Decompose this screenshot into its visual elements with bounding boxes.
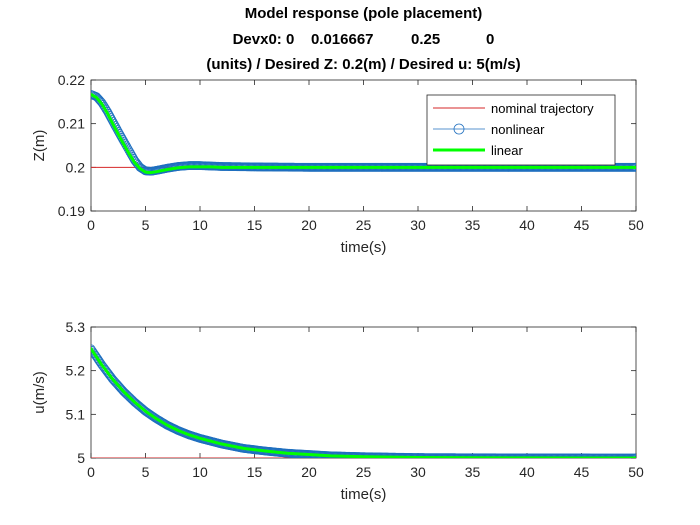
legend-entry-label: nominal trajectory	[491, 101, 594, 116]
legend-entry-label: nonlinear	[491, 122, 545, 137]
plot2-nonlinear-marker	[91, 344, 96, 354]
plot1-x-tick-label: 15	[247, 217, 263, 233]
plot1-series-linear	[91, 92, 636, 175]
plot1-nonlinear-marker	[96, 97, 106, 106]
plot2-x-tick-label: 45	[574, 464, 590, 480]
plot1-x-tick-label: 0	[87, 217, 95, 233]
plot2-linear-line	[91, 347, 636, 458]
legend-swatch-marker	[453, 123, 465, 135]
plot2-nonlinear-marker	[91, 350, 100, 360]
plot2-y-tick-label: 5.3	[66, 319, 86, 335]
plot2-x-tick-label: 10	[192, 464, 208, 480]
figure-title-line-1: Model response (pole placement)	[244, 5, 483, 22]
plot2-nonlinear-marker	[96, 358, 106, 368]
plot2-x-tick-label: 30	[410, 464, 426, 480]
plot2-x-tick-label: 35	[465, 464, 481, 480]
plot1-y-axis-label: Z(m)	[31, 130, 48, 162]
plot2-y-tick-label: 5	[77, 450, 85, 466]
plot2-x-tick-label: 50	[628, 464, 644, 480]
plot2-x-tick-label: 40	[519, 464, 535, 480]
plot2-x-tick-label: 0	[87, 464, 95, 480]
plot2-y-tick-label: 5.2	[66, 363, 86, 379]
plot2-nonlinear-marker	[94, 355, 104, 365]
plot2-nonlinear-marker	[95, 357, 105, 367]
plot1-x-tick-label: 20	[301, 217, 317, 233]
plot1-x-tick-label: 40	[519, 217, 535, 233]
plot1-y-tick-label: 0.19	[58, 203, 85, 219]
plot1-y-tick-label: 0.21	[58, 116, 85, 132]
figure-title-line-2: Devx0: 0 0.016667 0.25 0	[232, 31, 495, 48]
plot2-nonlinear-marker	[93, 354, 102, 363]
plot2-x-tick-label: 20	[301, 464, 317, 480]
plot2-nonlinear-marker	[92, 352, 101, 362]
plot2-nonlinear-marker	[91, 346, 97, 355]
plot1-x-tick-label: 25	[356, 217, 372, 233]
plot2-series-linear	[91, 347, 636, 458]
plot2-y-tick-label: 5.1	[66, 406, 86, 422]
legend-entry-label: linear	[491, 143, 523, 158]
plot2-x-axis-label: time(s)	[341, 486, 387, 503]
legend-box	[426, 94, 616, 166]
plot2-axes-box	[90, 326, 637, 459]
plot1-y-tick-label: 0.2	[66, 159, 86, 175]
plot1-x-tick-label: 50	[628, 217, 644, 233]
plot1-linear-line	[91, 92, 636, 175]
plot2-nonlinear-marker	[91, 349, 99, 359]
plot1-y-tick-label: 0.22	[58, 72, 85, 88]
plot1-x-tick-label: 35	[465, 217, 481, 233]
plot1-x-tick-label: 10	[192, 217, 208, 233]
plot2-nonlinear-marker	[91, 347, 98, 357]
plot2-y-axis-label: u(m/s)	[31, 371, 48, 414]
plot1-x-tick-label: 30	[410, 217, 426, 233]
plot1-x-tick-label: 45	[574, 217, 590, 233]
plot1-x-axis-label: time(s)	[341, 239, 387, 256]
plot2-x-tick-label: 15	[247, 464, 263, 480]
plot2-x-tick-label: 25	[356, 464, 372, 480]
plot2-x-tick-label: 5	[142, 464, 150, 480]
figure-title-line-3: (units) / Desired Z: 0.2(m) / Desired u:…	[206, 56, 521, 73]
plot1-x-tick-label: 5	[142, 217, 150, 233]
